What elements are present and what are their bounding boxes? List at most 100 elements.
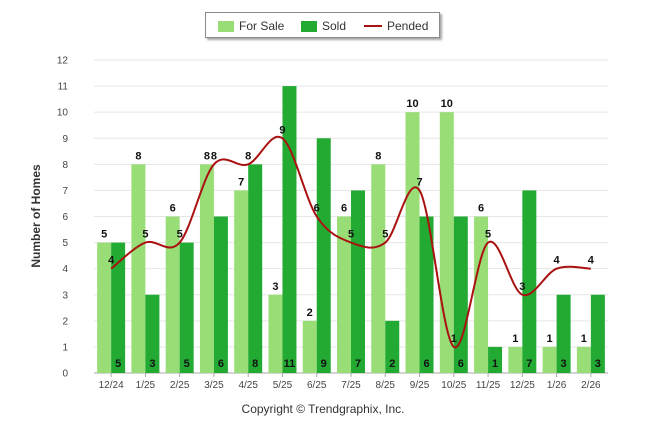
x-tick-label: 1/25 <box>136 380 156 391</box>
label-for-sale: 6 <box>478 203 484 215</box>
bar-for-sale[interactable] <box>268 294 283 373</box>
pended-line-group <box>110 135 591 348</box>
bar-for-sale[interactable] <box>97 242 112 373</box>
bar-sold[interactable] <box>453 216 468 374</box>
bar-sold[interactable] <box>213 216 228 374</box>
x-axis-ticks: 12/24 1/25 2/25 3/25 4/25 5/25 6/25 7/25 8/25 9/2… <box>99 373 601 391</box>
label-pended: 6 <box>314 203 320 215</box>
bar-for-sale[interactable] <box>131 164 146 373</box>
copyright: Copyright © Trendgraphix, Inc. <box>241 402 405 416</box>
label-pended: 4 <box>554 255 561 267</box>
x-tick-label: 8/25 <box>376 380 396 391</box>
label-for-sale: 1 <box>547 333 553 345</box>
label-sold: 11 <box>284 358 296 370</box>
label-sold: 3 <box>149 358 155 370</box>
y-tick-label: 1 <box>62 342 68 353</box>
label-sold: 8 <box>252 358 258 370</box>
y-tick-label: 6 <box>62 212 68 223</box>
label-sold: 6 <box>218 358 224 370</box>
bar-for-sale[interactable] <box>542 346 557 373</box>
x-tick-label: 3/25 <box>204 380 224 391</box>
bar-for-sale[interactable] <box>302 320 317 373</box>
label-sold: 7 <box>526 358 532 370</box>
label-for-sale: 2 <box>307 307 313 319</box>
bar-for-sale[interactable] <box>576 346 591 373</box>
bar-sold[interactable] <box>556 294 571 373</box>
bar-for-sale[interactable] <box>165 216 180 374</box>
label-sold: 9 <box>321 358 327 370</box>
x-tick-label: 9/25 <box>410 380 430 391</box>
bar-for-sale[interactable] <box>337 216 351 374</box>
bar-sold[interactable] <box>351 190 365 373</box>
y-tick-label: 4 <box>62 264 68 275</box>
legend-item-pended[interactable]: Pended <box>364 19 428 33</box>
x-tick-label: 4/25 <box>238 380 258 391</box>
bar-for-sale[interactable] <box>474 216 489 374</box>
bar-sold[interactable] <box>316 138 331 373</box>
label-sold: 1 <box>492 358 498 370</box>
bar-for-sale[interactable] <box>405 112 420 374</box>
label-pended: 8 <box>211 150 217 162</box>
label-sold: 3 <box>561 358 567 370</box>
legend-label-pended: Pended <box>387 19 429 33</box>
y-tick-label: 10 <box>57 108 69 119</box>
x-tick-label: 6/25 <box>307 380 327 391</box>
legend-label-for-sale: For Sale <box>239 19 285 33</box>
y-tick-label: 11 <box>58 82 69 93</box>
label-sold: 6 <box>423 358 429 370</box>
legend: For Sale Sold Pended <box>205 12 440 38</box>
bar-sold[interactable] <box>111 242 126 373</box>
bar-sold[interactable] <box>145 294 160 373</box>
pended-swatch <box>364 25 382 27</box>
bar-sold[interactable] <box>522 190 537 373</box>
bar-for-sale[interactable] <box>371 164 386 373</box>
bar-sold[interactable] <box>419 216 434 374</box>
label-pended: 3 <box>519 281 525 293</box>
pended-line[interactable] <box>110 135 591 348</box>
label-sold: 5 <box>115 358 121 370</box>
x-tick-label: 12/25 <box>510 380 535 391</box>
label-pended: 4 <box>108 255 115 267</box>
x-tick-label: 12/24 <box>99 380 124 391</box>
y-tick-label: 3 <box>62 290 68 301</box>
x-tick-label: 7/25 <box>341 380 361 391</box>
label-pended: 5 <box>177 229 183 241</box>
label-sold: 5 <box>184 358 190 370</box>
label-pended: 5 <box>382 229 388 241</box>
y-tick-label: 0 <box>62 369 68 380</box>
bar-sold[interactable] <box>590 294 605 373</box>
x-tick-label: 1/26 <box>547 380 567 391</box>
bar-for-sale[interactable] <box>508 346 523 373</box>
bar-sold[interactable] <box>488 346 503 373</box>
y-tick-label: 7 <box>62 186 68 197</box>
bar-sold[interactable] <box>179 242 194 373</box>
label-pended: 5 <box>142 229 148 241</box>
bar-sold[interactable] <box>248 164 263 373</box>
label-pended: 9 <box>279 124 285 136</box>
label-for-sale: 10 <box>441 98 453 110</box>
bar-sold[interactable] <box>385 320 400 373</box>
legend-label-sold: Sold <box>322 19 347 33</box>
label-sold: 2 <box>389 358 395 370</box>
label-sold: 6 <box>458 358 464 370</box>
bar-for-sale[interactable] <box>199 164 214 373</box>
label-pended: 5 <box>485 229 491 241</box>
x-tick-label: 11/25 <box>476 380 501 391</box>
label-pended: 7 <box>416 176 422 188</box>
bar-for-sale[interactable] <box>234 190 249 373</box>
y-tick-label: 9 <box>62 134 68 145</box>
legend-item-sold[interactable]: Sold <box>301 19 346 33</box>
y-tick-label: 2 <box>62 316 68 327</box>
label-sold: 7 <box>355 358 361 370</box>
label-for-sale: 1 <box>581 333 587 345</box>
label-for-sale: 8 <box>375 150 381 162</box>
label-sold: 3 <box>595 358 601 370</box>
y-tick-label: 12 <box>57 56 69 67</box>
legend-item-for-sale[interactable]: For Sale <box>218 19 284 33</box>
label-pended: 1 <box>451 333 457 345</box>
label-for-sale: 10 <box>406 98 418 110</box>
bars <box>97 86 605 374</box>
label-for-sale: 3 <box>272 281 278 293</box>
